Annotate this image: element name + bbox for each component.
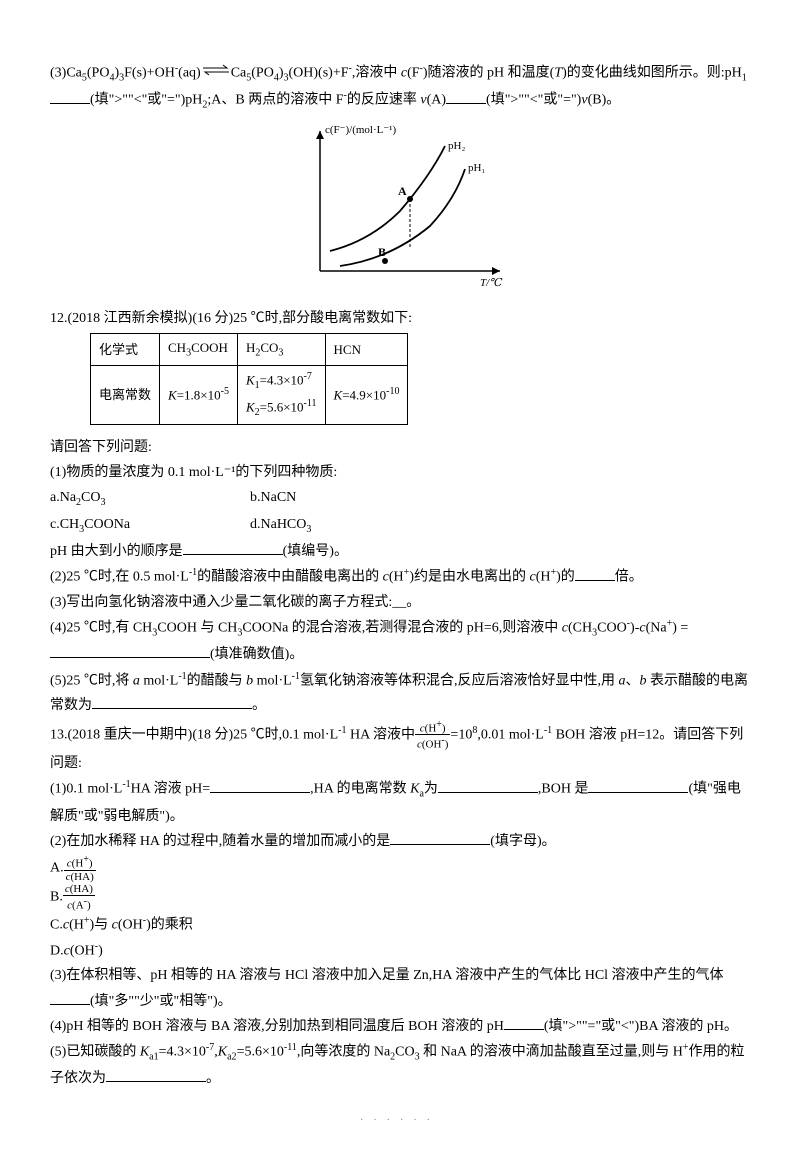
tbl-h2: CH3COOH: [160, 334, 238, 366]
opt-a: a.Na2CO3: [50, 485, 250, 512]
tbl-h3: H2CO3: [237, 334, 325, 366]
q13-p5: (5)已知碳酸的 Ka1=4.3×10-7,Ka2=5.6×10-11,向等浓度…: [50, 1039, 750, 1092]
q12-p2: (2)25 ℃时,在 0.5 mol·L-1的醋酸溶液中由醋酸电离出的 c(H+…: [50, 564, 750, 590]
equilibrium-arrow: [201, 61, 231, 86]
tbl-k-hcn: K=4.9×10-10: [325, 365, 408, 424]
opt-b: b.NaCN: [250, 485, 450, 512]
q13-p3: (3)在体积相等、pH 相等的 HA 溶液与 HCl 溶液中加入足量 Zn,HA…: [50, 963, 750, 1013]
q13-optB: B.c(HA)c(A-): [50, 883, 750, 912]
blank-gas-compare[interactable]: [50, 990, 90, 1005]
blank-ha-ka[interactable]: [438, 778, 538, 793]
q12-p1-end: pH 由大到小的顺序是(填编号)。: [50, 539, 750, 564]
opt-d: d.NaHCO3: [250, 512, 450, 539]
blank-ph-order[interactable]: [183, 540, 283, 555]
q12-options-row2: c.CH3COONa d.NaHCO3: [50, 512, 750, 539]
q12-p4: (4)25 ℃时,有 CH3COOH 与 CH3COONa 的混合溶液,若测得混…: [50, 615, 750, 668]
q12-p5: (5)25 ℃时,将 a mol·L-1的醋酸与 b mol·L-1氢氧化钠溶液…: [50, 668, 750, 719]
blank-particle-order[interactable]: [106, 1067, 206, 1082]
q12-options-row1: a.Na2CO3 b.NaCN: [50, 485, 750, 512]
blank-ph-heat[interactable]: [504, 1015, 544, 1030]
q12-header: 12.(2018 江西新余模拟)(16 分)25 ℃时,部分酸电离常数如下:: [50, 306, 750, 331]
page-footer-dots: ······: [50, 1112, 750, 1130]
tbl-h1: 化学式: [91, 334, 160, 366]
tbl-h4: HCN: [325, 334, 408, 366]
blank-decrease[interactable]: [390, 830, 490, 845]
ionization-constants-table: 化学式 CH3COOH H2CO3 HCN 电离常数 K=1.8×10-5 K1…: [90, 333, 408, 424]
q13-p1: (1)0.1 mol·L-1HA 溶液 pH=,HA 的电离常数 Ka为,BOH…: [50, 776, 750, 829]
chart-ph2-label: pH₂: [448, 140, 465, 152]
tbl-k-acetic: K=1.8×10-5: [160, 365, 238, 424]
blank-ratio[interactable]: [575, 566, 615, 581]
blank-ph-compare[interactable]: [50, 89, 90, 104]
chart-xlabel: T/℃: [480, 277, 503, 289]
q11-3-text: (3)Ca5(PO4)3F(s)+OH-(aq)Ca5(PO4)3(OH)(s)…: [50, 60, 750, 115]
q13-optD: D.c(OH-): [50, 938, 750, 964]
blank-ka-expr[interactable]: [92, 694, 252, 709]
chart-point-b: B: [378, 245, 386, 259]
blank-v-compare[interactable]: [446, 89, 486, 104]
tbl-k-carbonic: K1=4.3×10-7K2=5.6×10-11: [237, 365, 325, 424]
chart-ph1-label: pH₁: [468, 162, 485, 174]
blank-conc-diff[interactable]: [50, 643, 210, 658]
q12-intro: 请回答下列问题:: [50, 435, 750, 460]
q13-p4: (4)pH 相等的 BOH 溶液与 BA 溶液,分别加热到相同温度后 BOH 溶…: [50, 1014, 750, 1039]
chart-ylabel: c(F⁻)/(mol·L⁻¹): [325, 124, 396, 136]
chart-cf-vs-t: c(F⁻)/(mol·L⁻¹) T/℃ pH₂ pH₁ A B: [50, 121, 750, 300]
blank-boh-type[interactable]: [588, 778, 688, 793]
chart-point-a: A: [398, 184, 407, 198]
q13-optA: A.c(H+)c(HA): [50, 854, 750, 883]
q13-optC: C.c(H+)与 c(OH-)的乘积: [50, 912, 750, 938]
opt-c: c.CH3COONa: [50, 512, 250, 539]
q13-p2: (2)在加水稀释 HA 的过程中,随着水量的增加而减小的是(填字母)。: [50, 829, 750, 854]
q13-header: 13.(2018 重庆一中期中)(18 分)25 ℃时,0.1 mol·L-1 …: [50, 719, 750, 777]
q12-p1: (1)物质的量浓度为 0.1 mol·L⁻¹的下列四种物质:: [50, 460, 750, 485]
tbl-r2-label: 电离常数: [91, 365, 160, 424]
blank-ha-ph[interactable]: [210, 778, 310, 793]
q12-p3: (3)写出向氢化钠溶液中通入少量二氧化碳的离子方程式:__。: [50, 590, 750, 615]
